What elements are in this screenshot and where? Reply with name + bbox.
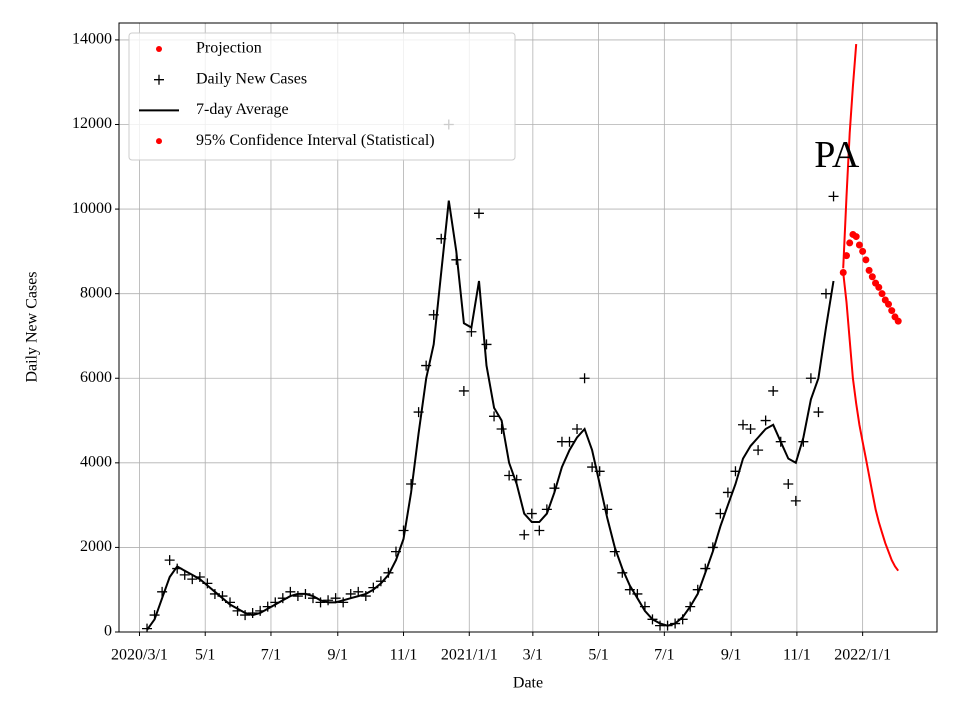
projection-point: [862, 256, 870, 264]
projection-point: [894, 317, 902, 325]
plus-marker: [360, 591, 371, 602]
annotation: PA: [814, 134, 860, 176]
plus-marker: [602, 504, 613, 515]
x-axis-label: Date: [513, 675, 543, 692]
plus-marker: [738, 419, 749, 430]
projection-point: [878, 290, 886, 298]
x-tick-label: 7/1: [261, 647, 281, 664]
legend-label: 7-day Average: [196, 101, 289, 118]
projection-point: [852, 233, 860, 241]
y-tick-label: 14000: [72, 31, 112, 48]
plus-marker: [564, 436, 575, 447]
plus-marker: [323, 595, 334, 606]
y-tick-label: 8000: [80, 284, 112, 301]
plus-marker: [154, 74, 164, 85]
average-line: [146, 200, 835, 631]
projection-point: [875, 283, 883, 291]
projection-point: [888, 307, 896, 315]
plus-marker: [458, 385, 469, 396]
plus-marker: [526, 508, 537, 519]
legend-marker: [156, 138, 162, 145]
x-tick-label: 9/1: [721, 647, 741, 664]
plus-marker: [481, 339, 492, 350]
projection-point: [839, 269, 847, 277]
projection-point: [846, 239, 854, 247]
axes-frame: [118, 22, 938, 633]
ci-lower: [842, 272, 900, 572]
legend-marker: [156, 46, 162, 52]
y-tick-label: 4000: [80, 454, 112, 471]
plus-marker: [572, 424, 583, 434]
plot-area: [142, 44, 902, 632]
plus-marker: [715, 508, 726, 519]
plus-marker: [519, 529, 530, 540]
plus-marker: [338, 597, 349, 608]
projection-point: [859, 247, 867, 255]
plus-marker: [315, 597, 326, 608]
x-tick-label: 3/1: [523, 647, 543, 664]
y-tick-label: 2000: [80, 538, 112, 555]
x-tick-label: 5/1: [195, 647, 215, 664]
y-axis-label: Daily New Cases: [24, 271, 41, 382]
plus-marker: [164, 555, 175, 566]
legend-label: Daily New Cases: [196, 70, 307, 87]
x-tick-label: 2021/1/1: [441, 647, 498, 664]
plus-marker: [489, 411, 500, 422]
plus-marker: [790, 495, 801, 506]
plus-marker: [534, 525, 545, 536]
x-tick-label: 7/1: [654, 647, 674, 664]
plus-marker: [473, 208, 484, 219]
x-tick-label: 11/1: [390, 647, 418, 664]
plus-marker: [828, 191, 839, 202]
y-tick-label: 12000: [72, 115, 112, 132]
legend: Projection Daily New Cases 7-day Average 95…: [128, 32, 516, 161]
projection-point: [865, 266, 873, 274]
projection-point: [868, 273, 876, 281]
x-tick-label: 2020/3/1: [111, 647, 168, 664]
plus-marker: [813, 407, 824, 418]
plus-marker: [760, 415, 771, 426]
x-tick-label: 5/1: [588, 647, 608, 664]
x-tick-label: 9/1: [328, 647, 348, 664]
x-tick-label: 11/1: [783, 647, 811, 664]
plus-marker: [805, 373, 816, 384]
plus-marker: [745, 424, 756, 434]
plus-marker: [753, 445, 764, 456]
y-tick-label: 0: [104, 623, 112, 640]
legend-box: [128, 32, 516, 161]
legend-label: 95% Confidence Interval (Statistical): [196, 132, 435, 149]
plus-marker: [768, 385, 779, 396]
plus-marker: [292, 591, 303, 602]
projection-point: [855, 241, 863, 249]
plus-marker: [579, 373, 590, 384]
plus-marker: [240, 610, 251, 621]
plus-marker: [820, 288, 831, 299]
x-tick-label: 2022/1/1: [834, 647, 891, 664]
projection-point: [842, 252, 850, 260]
projection-point: [885, 300, 893, 308]
plus-marker: [722, 487, 733, 498]
plus-marker: [504, 470, 515, 481]
y-tick-label: 6000: [80, 369, 112, 386]
plus-marker: [247, 607, 258, 618]
y-tick-label: 10000: [72, 200, 112, 217]
legend-label: Projection: [196, 40, 262, 57]
ci-upper: [842, 44, 858, 269]
plus-marker: [783, 478, 794, 489]
